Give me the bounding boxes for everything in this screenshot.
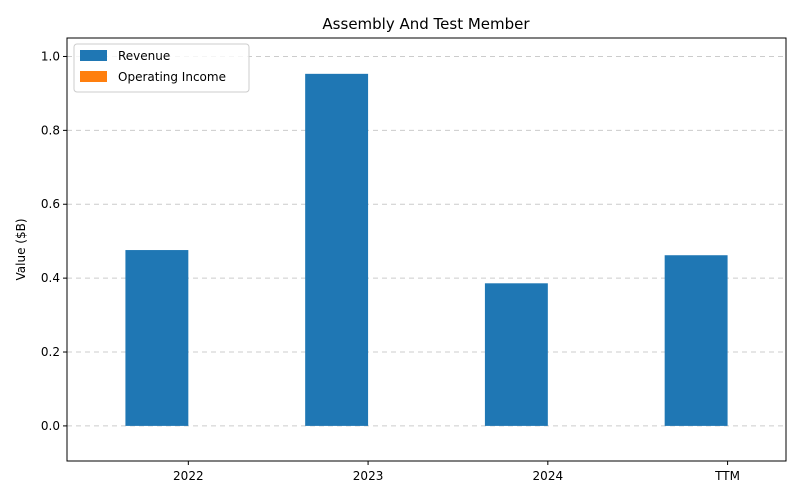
x-tick-label: 2022: [173, 469, 204, 483]
x-axis-ticks: 2022 2023 2024 TTM: [173, 461, 740, 483]
x-tick-label: 2023: [353, 469, 384, 483]
bar-revenue-2024: [484, 283, 548, 426]
bar-revenue-2022: [125, 250, 189, 426]
y-tick-label: 0.4: [41, 271, 60, 285]
y-tick-label: 0.8: [41, 123, 60, 137]
bars: [125, 73, 728, 426]
y-axis-ticks: 0.0 0.2 0.4 0.6 0.8 1.0: [41, 49, 67, 433]
y-tick-label: 0.6: [41, 197, 60, 211]
bar-revenue-2023: [305, 73, 369, 426]
y-axis-label: Value ($B): [14, 219, 28, 281]
x-tick-label: TTM: [714, 469, 740, 483]
chart-title: Assembly And Test Member: [322, 15, 530, 33]
x-tick-label: 2024: [533, 469, 564, 483]
legend-label-revenue: Revenue: [118, 49, 170, 63]
legend: Revenue Operating Income: [73, 43, 250, 93]
legend-swatch-operating-income: [80, 71, 107, 82]
y-tick-label: 1.0: [41, 49, 60, 63]
y-tick-label: 0.2: [41, 345, 60, 359]
legend-swatch-revenue: [80, 50, 107, 61]
y-tick-label: 0.0: [41, 419, 60, 433]
legend-label-operating-income: Operating Income: [118, 70, 226, 84]
plot-frame: [66, 37, 787, 462]
bar-revenue-ttm: [664, 255, 728, 426]
legend-box: [73, 43, 250, 93]
